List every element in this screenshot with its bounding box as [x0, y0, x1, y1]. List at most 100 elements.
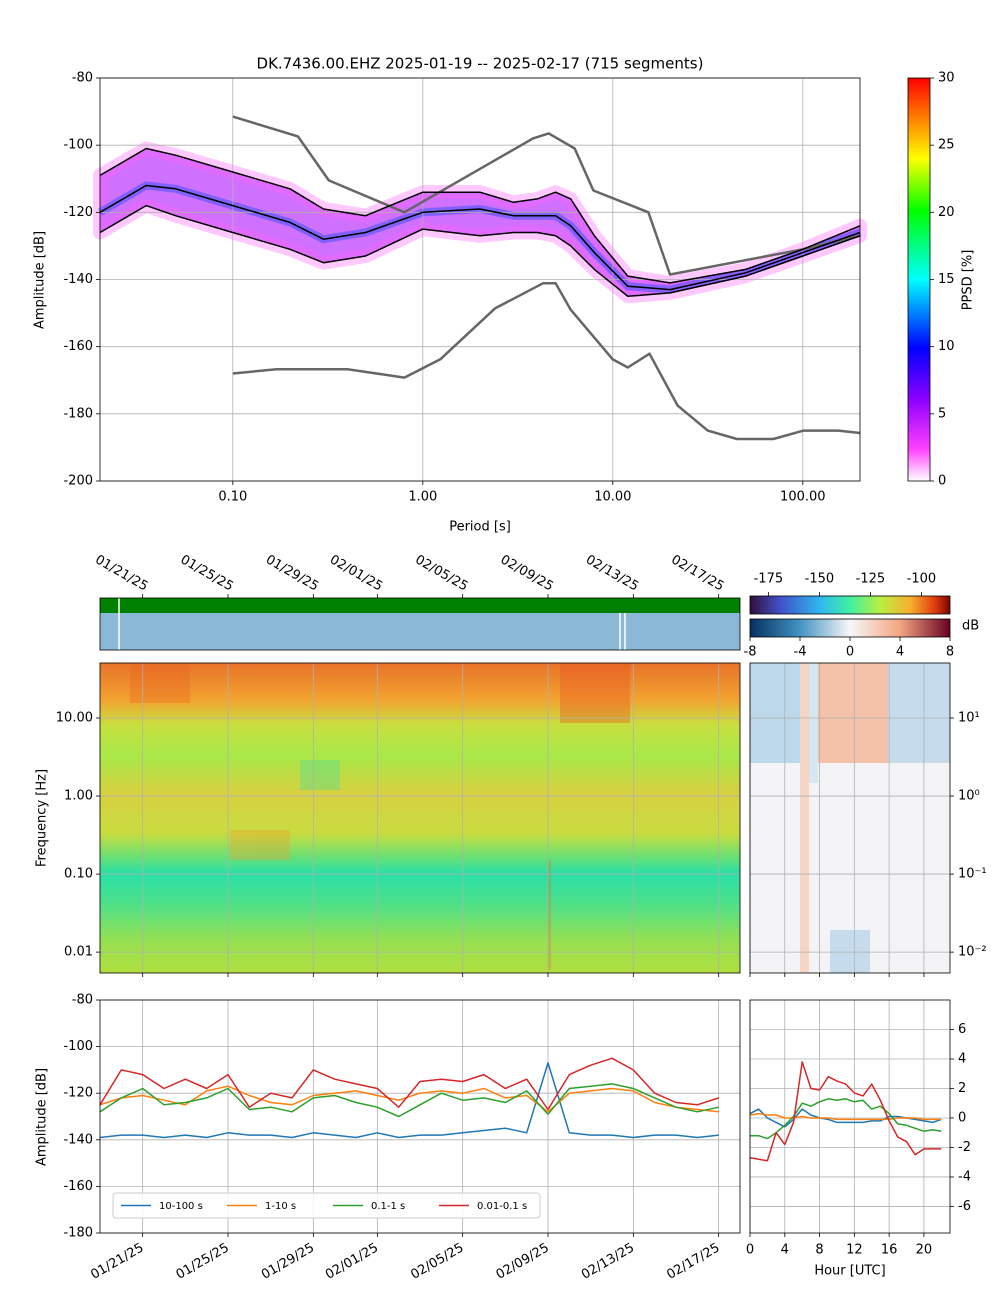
series-line	[99, 1062, 719, 1139]
x-tick-label: 01/29/25	[259, 1241, 317, 1283]
y-tick-label: -200	[63, 474, 93, 489]
legend-label: 1-10 s	[265, 1201, 296, 1212]
x-tick-label: 0	[746, 1243, 754, 1258]
y-tick-label: -180	[63, 1226, 93, 1241]
colorbar-tick-label: -175	[754, 572, 784, 587]
availability-bar	[100, 613, 740, 650]
x-tick-label: 10.00	[594, 490, 631, 505]
y-tick-label: -180	[63, 406, 93, 421]
colorbar-tick-label: -4	[794, 645, 807, 660]
diurnal-columns	[750, 663, 950, 973]
legend-label: 0.01-0.1 s	[477, 1201, 527, 1212]
y-tick-label: -80	[72, 71, 93, 86]
x-tick-label: 02/13/25	[579, 1241, 637, 1283]
y-tick-label: -120	[63, 205, 93, 220]
series-line	[232, 281, 861, 441]
legend-label: 10-100 s	[159, 1201, 203, 1212]
x-tick-label: 100.00	[780, 490, 826, 505]
x-tick-label: 02/09/25	[498, 552, 556, 594]
colorbar	[749, 595, 951, 615]
x-tick-label: 02/01/25	[323, 1241, 381, 1283]
x-tick-label: 02/17/25	[664, 1241, 722, 1283]
x-axis-label: Period [s]	[449, 520, 511, 535]
y-tick-label: -140	[63, 1132, 93, 1147]
series-line	[750, 1098, 942, 1140]
x-tick-label: 0.10	[218, 490, 247, 505]
y-tick-label: -80	[72, 993, 93, 1008]
spectrogram-image	[100, 663, 740, 973]
y-axis-label: Amplitude [dB]	[35, 1068, 50, 1166]
colorbar	[749, 618, 951, 638]
colorbar-tick-label: 8	[946, 645, 954, 660]
x-tick-label: 16	[881, 1243, 898, 1258]
y-tick-label: 10⁻²	[958, 945, 987, 960]
x-tick-label: 02/01/25	[327, 552, 385, 594]
y-tick-label: 0.01	[64, 945, 93, 960]
colorbar-label: dB	[962, 619, 979, 634]
y-axis-label: Frequency [Hz]	[35, 769, 50, 867]
colorbar-tick-label: -8	[744, 645, 757, 660]
series-line	[99, 1057, 719, 1111]
availability-bar	[100, 598, 740, 613]
colorbar-tick-label: 0	[938, 474, 946, 489]
axes-frame	[99, 662, 741, 974]
y-tick-label: 1.00	[64, 789, 93, 804]
y-tick-label: -4	[958, 1169, 971, 1184]
series-line	[99, 147, 861, 284]
x-tick-label: 01/29/25	[263, 552, 321, 594]
axes-frame	[99, 77, 861, 482]
colorbar-label: PPSD [%]	[961, 250, 976, 311]
y-tick-label: 0	[958, 1110, 966, 1125]
series-line	[749, 1061, 942, 1162]
series-line	[99, 184, 861, 291]
colorbar-tick-label: 20	[938, 205, 955, 220]
x-tick-label: 02/05/25	[408, 1241, 466, 1283]
x-tick-label: 02/09/25	[494, 1241, 552, 1283]
colorbar-tick-label: 25	[938, 138, 955, 153]
axes-frame	[99, 999, 741, 1234]
x-tick-label: 01/21/25	[88, 1241, 146, 1283]
y-tick-label: -2	[958, 1140, 971, 1155]
x-tick-label: 01/25/25	[174, 1241, 232, 1283]
series-line	[99, 1083, 719, 1118]
availability-frame	[99, 597, 741, 651]
legend-label: 0.1-1 s	[371, 1201, 405, 1212]
x-tick-label: 01/21/25	[92, 552, 150, 594]
chart-title: DK.7436.00.EHZ 2025-01-19 -- 2025-02-17 …	[257, 55, 704, 73]
colorbar-tick-label: 15	[938, 272, 955, 287]
y-tick-label: -160	[63, 339, 93, 354]
colorbar-tick-label: 5	[938, 406, 946, 421]
axes-frame	[749, 999, 951, 1234]
y-tick-label: -120	[63, 1086, 93, 1101]
y-tick-label: 0.10	[64, 867, 93, 882]
colorbar-tick-label: 10	[938, 339, 955, 354]
availability-gaps	[118, 598, 626, 650]
y-tick-label: 10⁻¹	[958, 867, 987, 882]
x-tick-label: 1.00	[408, 490, 437, 505]
colorbar-tick-label: 0	[846, 645, 854, 660]
spectrogram-streaks	[130, 663, 630, 970]
y-tick-label: -100	[63, 1039, 93, 1054]
colorbar-tick-label: -100	[907, 572, 937, 587]
x-axis-label: Hour [UTC]	[814, 1264, 885, 1279]
y-axis-label: Amplitude [dB]	[33, 231, 48, 329]
colorbar	[907, 77, 931, 482]
axes-frame	[749, 662, 951, 974]
series-line	[99, 204, 861, 298]
y-tick-label: 10.00	[56, 711, 93, 726]
x-tick-label: 01/25/25	[178, 552, 236, 594]
x-tick-label: 4	[781, 1243, 789, 1258]
colorbar-tick-label: 4	[896, 645, 904, 660]
series-line	[232, 115, 861, 276]
series-line	[99, 1085, 719, 1113]
series-line	[749, 1112, 942, 1121]
x-tick-label: 8	[815, 1243, 823, 1258]
x-tick-label: 12	[846, 1243, 863, 1258]
y-tick-label: -100	[63, 138, 93, 153]
colorbar-tick-label: -125	[856, 572, 886, 587]
x-tick-label: 20	[916, 1243, 933, 1258]
y-tick-label: 6	[958, 1022, 966, 1037]
y-tick-label: -160	[63, 1179, 93, 1194]
y-tick-label: 2	[958, 1081, 966, 1096]
